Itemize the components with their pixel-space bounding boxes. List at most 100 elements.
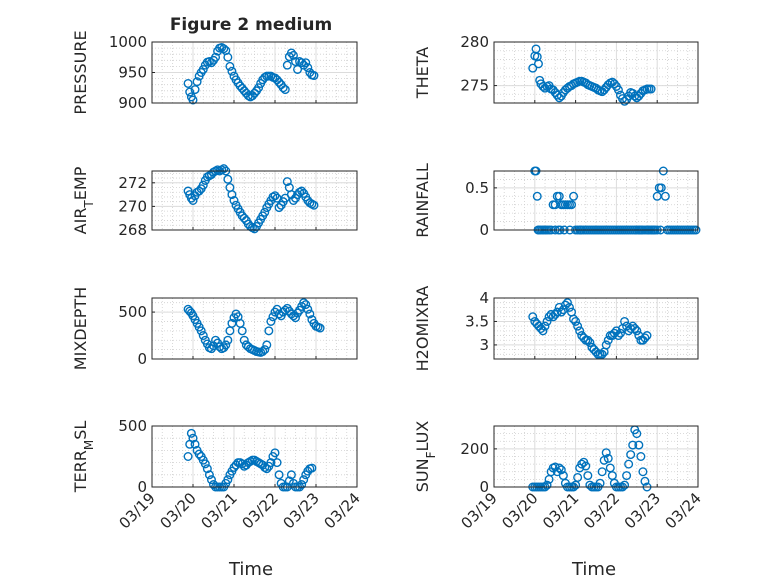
data-point xyxy=(636,452,646,462)
data-point xyxy=(194,449,204,459)
data-point xyxy=(630,324,640,334)
data-point xyxy=(266,316,276,326)
data-point xyxy=(628,440,638,450)
y-axis-label: AIRTEMP xyxy=(71,166,96,234)
data-point xyxy=(183,78,193,88)
data-point xyxy=(282,60,292,70)
x-tick-label: 03/21 xyxy=(539,489,582,532)
data-point xyxy=(309,71,319,81)
axes-box xyxy=(151,41,358,104)
data-point xyxy=(315,323,325,333)
data-point xyxy=(528,312,538,322)
data-point xyxy=(301,58,311,68)
xlabel-left: Time xyxy=(228,559,273,580)
data-point xyxy=(219,164,229,174)
data-point xyxy=(620,316,630,326)
data-point xyxy=(538,326,548,336)
subplot-5: 0 500 MIXDEPTH xyxy=(71,287,358,370)
x-tick-label: 03/24 xyxy=(321,489,364,532)
x-tick-label: 03/24 xyxy=(662,489,705,532)
data-point xyxy=(613,331,623,341)
data-point xyxy=(225,61,235,71)
data-point xyxy=(286,48,296,58)
data-point xyxy=(288,195,298,205)
data-point xyxy=(299,298,309,308)
data-point xyxy=(188,95,198,105)
data-point xyxy=(556,307,566,317)
y-tick-label: 3 xyxy=(479,336,489,354)
subplot-8: 03/1903/2003/2103/2203/2303/240200SUNFLU… xyxy=(413,421,705,533)
data-point xyxy=(571,316,581,326)
y-axis-label: MIXDEPTH xyxy=(71,287,90,370)
data-point xyxy=(309,200,319,210)
data-point xyxy=(249,224,259,234)
data-point xyxy=(204,470,214,480)
data-point xyxy=(626,450,636,460)
data-point xyxy=(291,57,301,67)
data-point xyxy=(293,64,303,74)
data-point xyxy=(183,452,193,462)
data-point xyxy=(223,52,233,62)
data-point xyxy=(278,83,288,93)
data-point xyxy=(196,326,206,336)
data-point xyxy=(237,326,247,336)
axes-box xyxy=(151,425,358,488)
y-tick-label: 0 xyxy=(137,478,147,496)
data-point xyxy=(656,183,666,193)
data-point xyxy=(274,203,284,213)
data-point xyxy=(192,77,202,87)
data-point xyxy=(632,326,642,336)
data-point xyxy=(583,335,593,345)
data-point xyxy=(270,191,280,201)
data-point xyxy=(272,458,282,468)
y-axis-label: SUNFLUX xyxy=(413,421,438,493)
y-tick-label: 500 xyxy=(118,303,147,321)
y-axis-label: RAINFALL xyxy=(413,163,432,238)
xlabel-right: Time xyxy=(571,559,616,580)
data-point xyxy=(542,316,552,326)
y-tick-label: 0 xyxy=(479,478,489,496)
y-axis-label: THETA xyxy=(413,47,432,99)
data-point xyxy=(634,440,644,450)
y-tick-label: 500 xyxy=(118,417,147,435)
data-point xyxy=(258,346,268,356)
data-point xyxy=(301,300,311,310)
data-point xyxy=(554,191,564,201)
subplot-grid: 900 950 1000 PRESSURE 275 280 THETA 268 270 272 AI… xyxy=(71,30,705,532)
x-tick-label: 03/22 xyxy=(580,489,623,532)
data-point xyxy=(609,79,619,89)
data-point xyxy=(613,85,623,95)
data-point xyxy=(239,335,249,345)
data-point xyxy=(638,467,648,477)
data-point xyxy=(270,448,280,458)
data-point xyxy=(640,476,650,486)
data-point xyxy=(200,459,210,469)
data-point xyxy=(562,298,572,308)
data-point xyxy=(620,480,630,490)
data-point xyxy=(297,58,307,68)
subplot-3: 268 270 272 AIRTEMP xyxy=(71,164,358,239)
data-point xyxy=(307,463,317,473)
data-point xyxy=(538,81,548,91)
data-point xyxy=(540,321,550,331)
data-point xyxy=(291,313,301,323)
data-point xyxy=(211,52,221,62)
data-point xyxy=(642,331,652,341)
data-point xyxy=(581,461,591,471)
data-point xyxy=(597,349,607,359)
data-point xyxy=(305,309,315,319)
data-point xyxy=(229,195,239,205)
x-tick-label: 03/23 xyxy=(621,489,664,532)
x-tick-label: 03/22 xyxy=(239,489,282,532)
data-point xyxy=(266,458,276,468)
data-point xyxy=(260,345,270,355)
y-tick-label: 0 xyxy=(479,221,489,239)
data-point xyxy=(260,207,270,217)
plot-area xyxy=(494,171,698,230)
data-point xyxy=(188,195,198,205)
data-point xyxy=(575,326,585,336)
axes-box xyxy=(493,425,699,488)
data-point xyxy=(564,302,574,312)
